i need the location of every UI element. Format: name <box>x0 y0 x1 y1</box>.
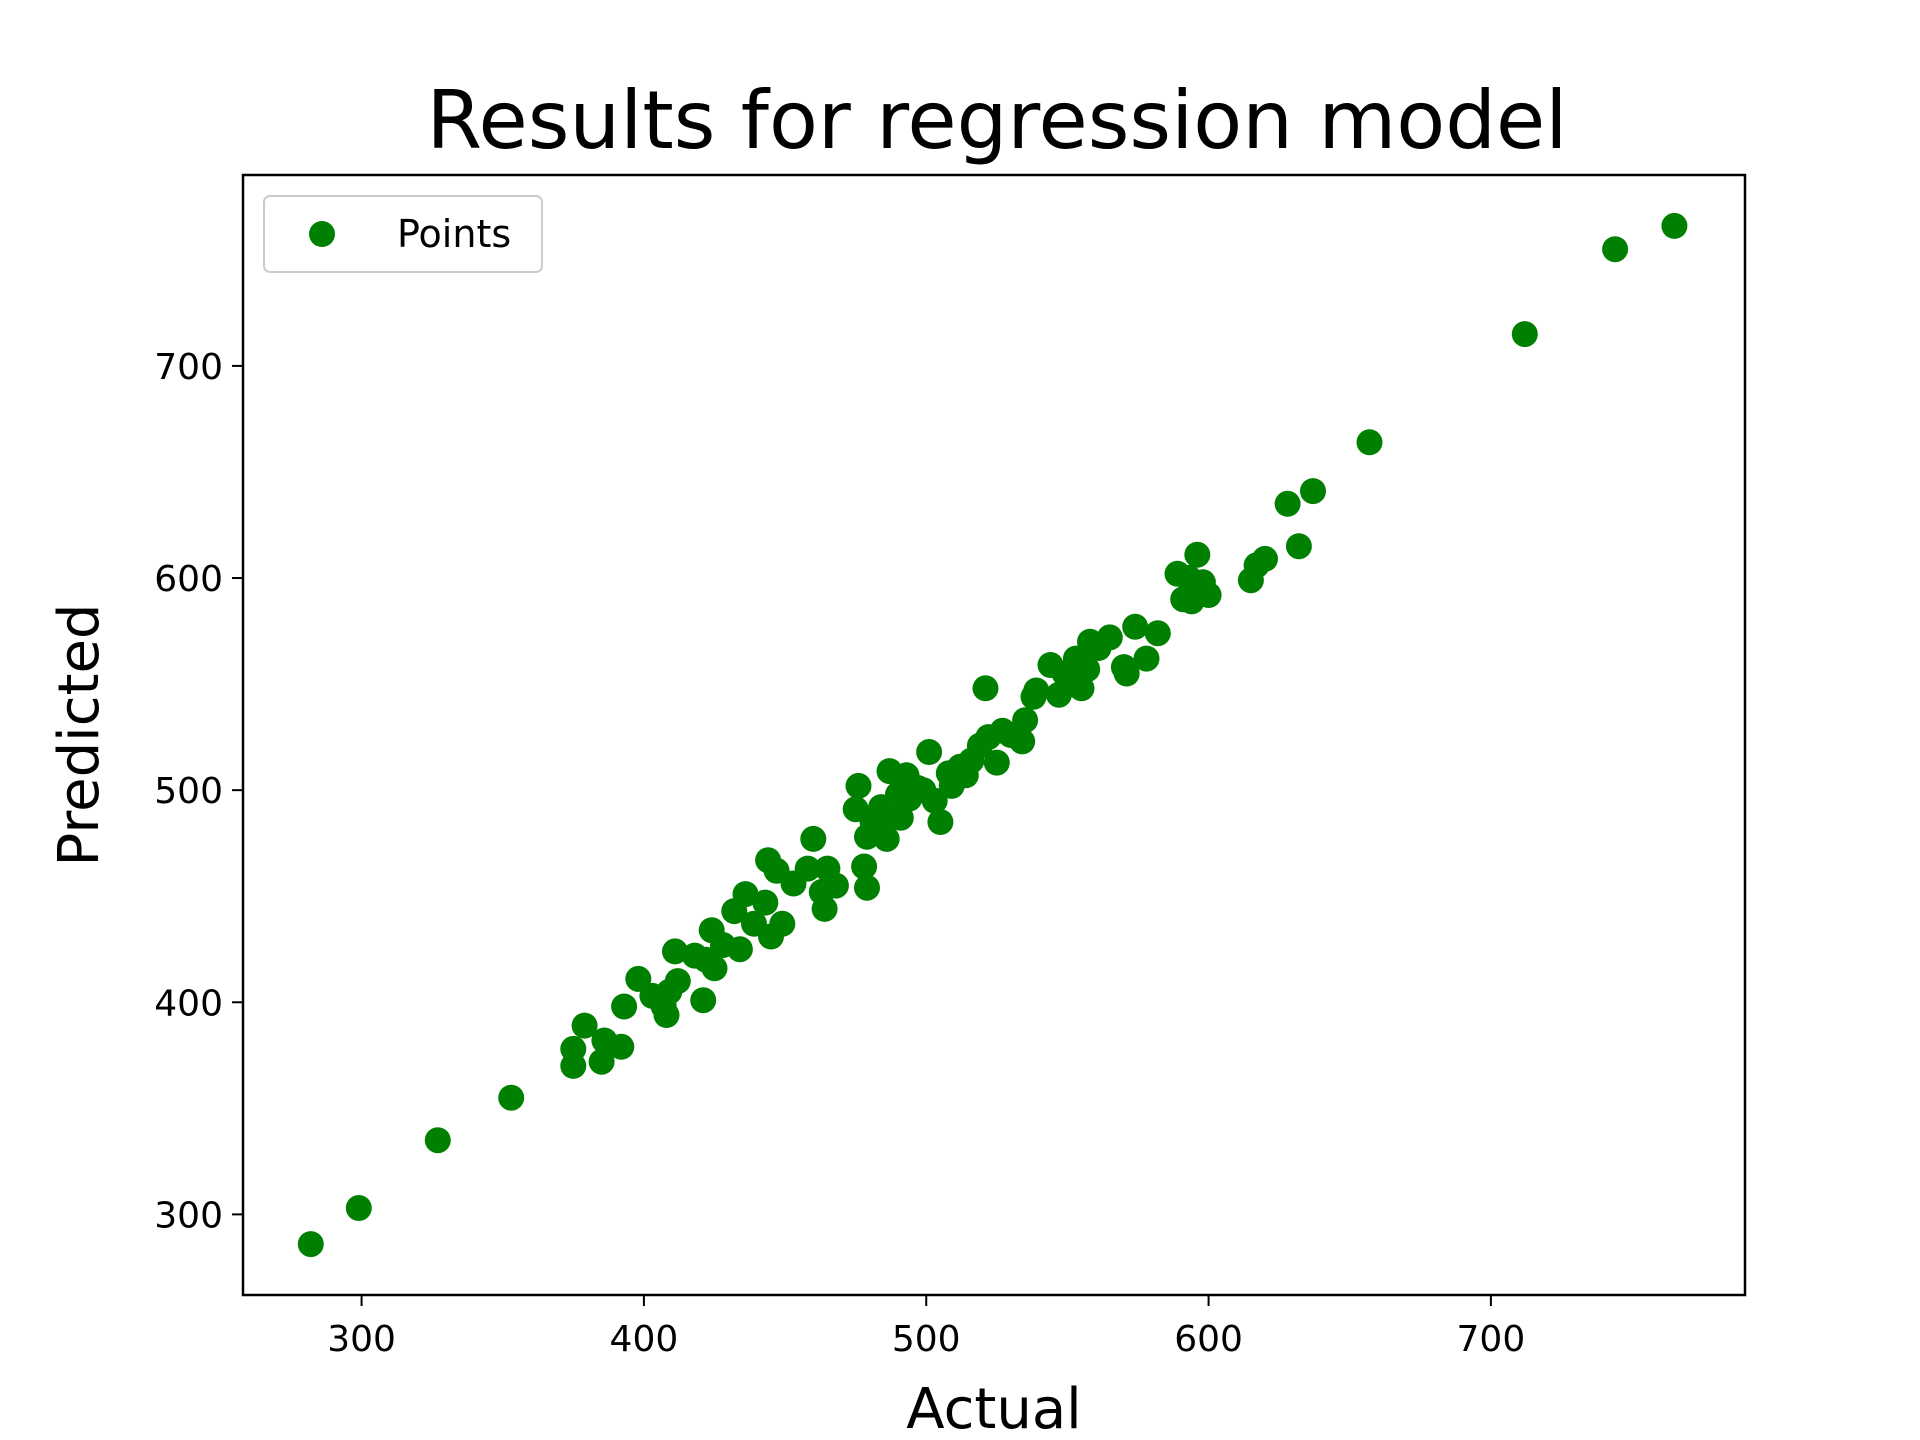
data-point <box>560 1052 587 1079</box>
data-point <box>701 955 728 982</box>
data-point <box>822 872 849 899</box>
data-point <box>873 825 900 852</box>
data-point <box>611 993 638 1020</box>
data-point <box>588 1048 615 1075</box>
y-tick-label: 500 <box>154 771 223 812</box>
data-point <box>1285 533 1312 560</box>
legend-label: Points <box>397 212 511 256</box>
data-point <box>794 855 821 882</box>
data-point <box>690 987 717 1014</box>
x-tick-label: 700 <box>1457 1319 1526 1360</box>
data-point <box>1074 656 1101 683</box>
data-point <box>726 936 753 963</box>
data-point <box>1300 478 1326 505</box>
data-point <box>297 1231 324 1258</box>
y-tick-label: 400 <box>154 983 223 1024</box>
x-tick-label: 500 <box>892 1319 961 1360</box>
data-point <box>800 825 827 852</box>
axes-frame <box>241 173 1747 1297</box>
data-point <box>1113 660 1140 687</box>
x-tick-label: 400 <box>610 1319 679 1360</box>
data-point <box>851 853 878 880</box>
data-point <box>498 1084 525 1111</box>
data-point <box>571 1012 598 1039</box>
y-tick-label: 300 <box>154 1195 223 1236</box>
x-tick-label: 300 <box>327 1319 396 1360</box>
data-point <box>916 739 943 765</box>
plot-area <box>297 212 1688 1258</box>
x-tick-label: 600 <box>1174 1319 1243 1360</box>
legend-frame <box>263 195 543 273</box>
data-point <box>752 889 779 916</box>
data-point <box>1144 620 1171 647</box>
data-point <box>732 881 759 908</box>
data-point <box>653 1002 680 1028</box>
data-point <box>345 1195 372 1221</box>
data-point <box>1274 490 1301 517</box>
data-point <box>1133 645 1160 672</box>
y-axis-label: Predicted <box>47 604 112 867</box>
data-point <box>1252 545 1278 572</box>
data-point <box>927 809 954 835</box>
y-tick-label: 600 <box>154 559 223 600</box>
y-tick-label: 700 <box>154 347 223 388</box>
data-point <box>662 938 688 965</box>
data-point <box>811 895 838 922</box>
x-axis: 300 400 500 600 700 <box>327 1295 1525 1360</box>
data-point <box>921 787 948 814</box>
data-point <box>1195 582 1222 608</box>
y-axis: 300 400 500 600 700 <box>154 347 243 1236</box>
data-point <box>1012 707 1039 734</box>
x-axis-label: Actual <box>906 1377 1081 1440</box>
data-point <box>1122 613 1149 640</box>
data-point <box>1602 236 1629 263</box>
data-point <box>1511 321 1538 348</box>
data-point <box>1661 212 1688 239</box>
data-point <box>769 910 796 937</box>
data-point <box>845 772 872 799</box>
chart-title: Results for regression model <box>427 74 1568 167</box>
data-point <box>608 1033 635 1060</box>
data-point <box>854 874 880 901</box>
legend-marker <box>309 221 335 247</box>
data-point <box>972 675 999 702</box>
data-point <box>1356 429 1383 456</box>
data-point <box>983 749 1010 776</box>
data-point <box>1096 624 1123 651</box>
data-point <box>1009 728 1036 755</box>
data-point <box>424 1127 451 1154</box>
data-point <box>1023 677 1050 704</box>
data-point <box>1184 541 1211 568</box>
data-point <box>664 968 691 995</box>
legend: Points <box>263 195 543 273</box>
